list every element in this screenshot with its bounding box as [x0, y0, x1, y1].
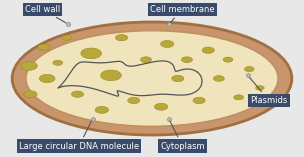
- Circle shape: [81, 48, 102, 59]
- Circle shape: [71, 91, 84, 97]
- Circle shape: [95, 106, 109, 113]
- Circle shape: [62, 35, 72, 40]
- Circle shape: [140, 57, 151, 62]
- Circle shape: [20, 62, 37, 70]
- Ellipse shape: [12, 22, 292, 135]
- Circle shape: [256, 86, 264, 90]
- Circle shape: [128, 97, 140, 104]
- Circle shape: [38, 44, 50, 50]
- Circle shape: [193, 97, 205, 104]
- Circle shape: [116, 35, 128, 41]
- Ellipse shape: [26, 31, 278, 126]
- Circle shape: [223, 57, 233, 62]
- Text: Cell membrane: Cell membrane: [150, 5, 215, 22]
- Text: Plasmids: Plasmids: [250, 77, 288, 105]
- Circle shape: [234, 95, 244, 100]
- Circle shape: [53, 60, 63, 65]
- Circle shape: [154, 103, 168, 110]
- Circle shape: [24, 91, 37, 98]
- Circle shape: [244, 67, 254, 72]
- Text: Cytoplasm: Cytoplasm: [160, 121, 205, 151]
- Text: Large circular DNA molecule: Large circular DNA molecule: [19, 121, 139, 151]
- Text: Cell wall: Cell wall: [25, 5, 66, 23]
- Circle shape: [213, 76, 224, 81]
- Circle shape: [172, 75, 184, 82]
- Circle shape: [39, 74, 55, 83]
- Circle shape: [181, 57, 192, 62]
- Circle shape: [202, 47, 214, 53]
- Circle shape: [161, 41, 174, 47]
- Circle shape: [101, 70, 121, 81]
